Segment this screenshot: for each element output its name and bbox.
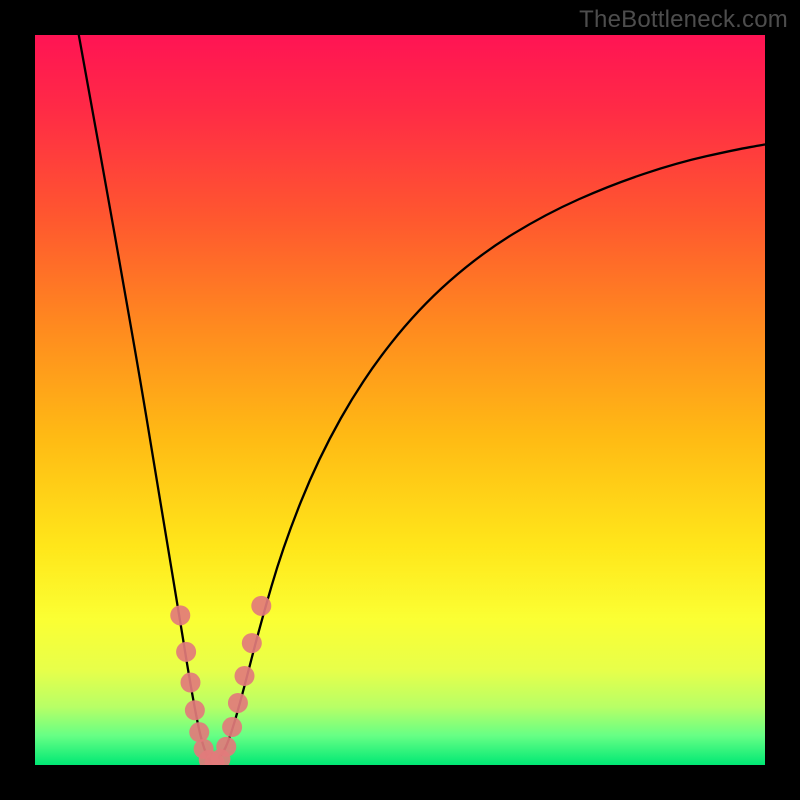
data-marker bbox=[180, 673, 200, 693]
data-marker bbox=[222, 717, 242, 737]
data-marker bbox=[228, 693, 248, 713]
chart-svg bbox=[0, 0, 800, 800]
data-marker bbox=[176, 642, 196, 662]
data-marker bbox=[242, 633, 262, 653]
data-marker bbox=[216, 737, 236, 757]
chart-container: TheBottleneck.com bbox=[0, 0, 800, 800]
data-marker bbox=[235, 666, 255, 686]
data-marker bbox=[189, 722, 209, 742]
data-marker bbox=[251, 596, 271, 616]
watermark-text: TheBottleneck.com bbox=[579, 6, 788, 34]
data-marker bbox=[185, 700, 205, 720]
data-marker bbox=[170, 605, 190, 625]
